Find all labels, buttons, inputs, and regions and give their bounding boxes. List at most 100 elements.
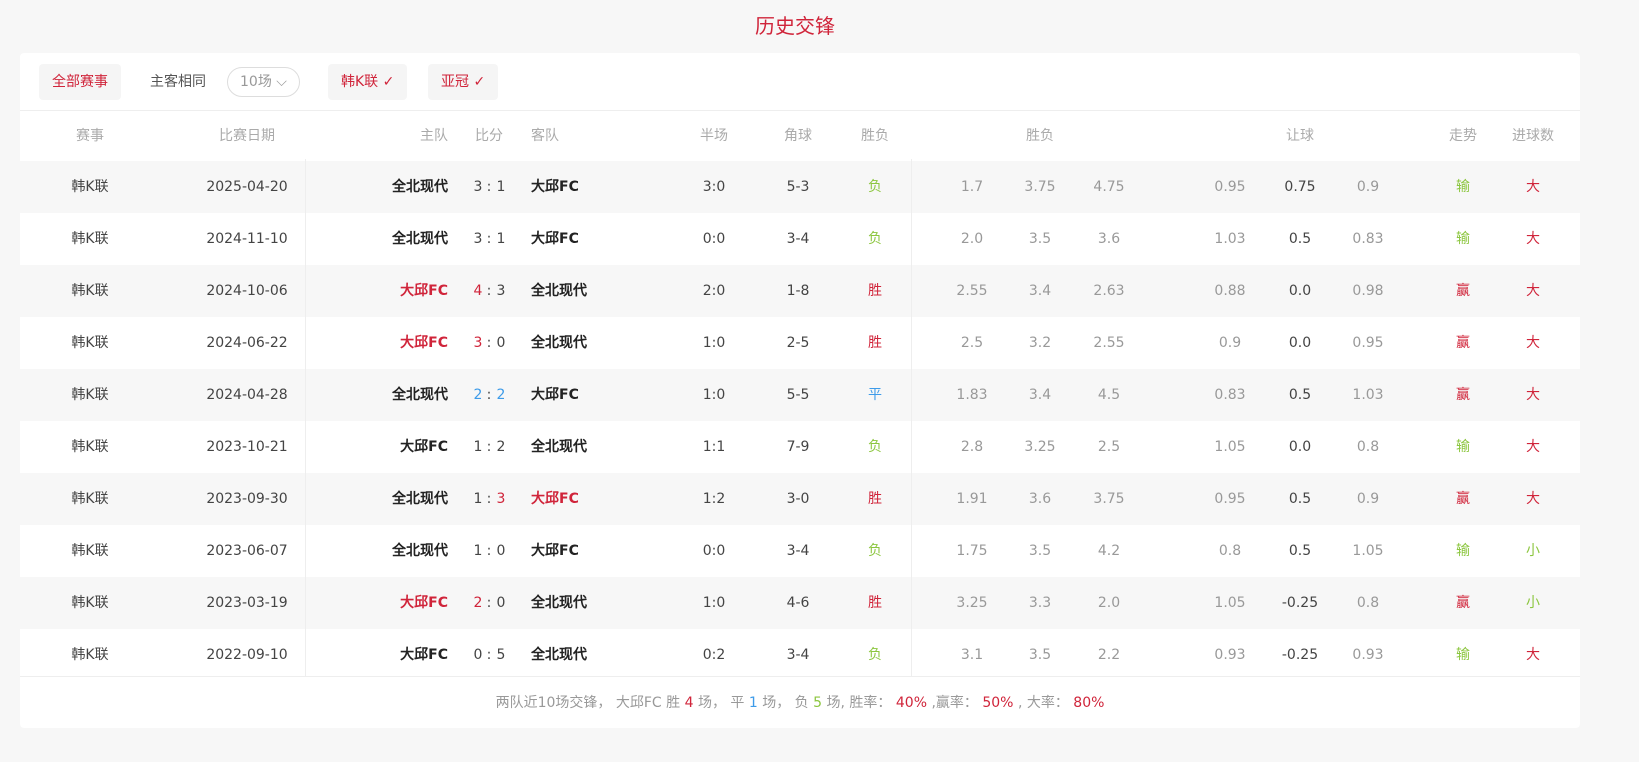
halftime-score: 1:0	[702, 335, 726, 351]
corner-score: 3-4	[786, 647, 810, 663]
handicap-away: 0.9	[1356, 179, 1380, 195]
summary-win-rate: 40%	[895, 695, 927, 711]
away-team: 大邱FC	[531, 543, 579, 559]
goals-cell: 大	[1526, 439, 1540, 455]
home-team: 大邱FC	[400, 647, 448, 663]
handicap-home: 0.88	[1214, 283, 1246, 299]
header-goals: 进球数	[1512, 128, 1554, 144]
goals-cell: 大	[1526, 335, 1540, 351]
league-cell: 韩K联	[71, 439, 109, 455]
away-score: 3	[496, 491, 506, 507]
all-competitions-button[interactable]: 全部赛事	[39, 64, 121, 100]
trend-cell: 输	[1456, 439, 1470, 455]
away-team: 全北现代	[531, 647, 587, 663]
table-row[interactable]: 韩K联 2024-11-10 全北现代 3:1 大邱FC 0:0 3-4 负 2.0 3.5 3.6…	[20, 213, 1580, 265]
home-team: 大邱FC	[400, 439, 448, 455]
table-row[interactable]: 韩K联 2024-04-28 全北现代 2:2 大邱FC 1:0 5-5 平 1.83 3.4 4.…	[20, 369, 1580, 421]
odds-draw: 3.75	[1024, 179, 1056, 195]
result-cell: 负	[868, 543, 882, 559]
table-row[interactable]: 韩K联 2023-03-19 大邱FC 2:0 全北现代 1:0 4-6 胜 3.25 3.3 2.…	[20, 577, 1580, 629]
header-result: 胜负	[861, 128, 889, 144]
away-team: 大邱FC	[531, 231, 579, 247]
handicap-home: 0.93	[1214, 647, 1246, 663]
corner-score: 7-9	[786, 439, 810, 455]
halftime-score: 3:0	[702, 179, 726, 195]
summary-footer: 两队近10场交锋， 大邱FC 胜 4 场， 平 1 场， 负 5 场, 胜率： …	[20, 676, 1580, 729]
result-cell: 胜	[868, 491, 882, 507]
odds-away: 2.55	[1093, 335, 1125, 351]
odds-draw: 3.6	[1028, 491, 1052, 507]
odds-home: 3.25	[956, 595, 988, 611]
odds-draw: 3.25	[1024, 439, 1056, 455]
date-cell: 2024-11-10	[206, 231, 288, 247]
date-cell: 2024-04-28	[206, 387, 288, 403]
home-score: 3	[473, 231, 483, 247]
result-cell: 负	[868, 647, 882, 663]
filter-acl-button[interactable]: 亚冠 ✓	[428, 64, 499, 100]
home-team: 全北现代	[392, 543, 448, 559]
league-cell: 韩K联	[71, 231, 109, 247]
handicap-away: 0.8	[1356, 439, 1380, 455]
away-team: 全北现代	[531, 335, 587, 351]
odds-home: 1.75	[956, 543, 988, 559]
handicap-line: 0.5	[1288, 543, 1312, 559]
head-to-head-card: 全部赛事 主客相同 10场 ⌵ 韩K联 ✓ 亚冠 ✓ 赛事 比赛日期 主队 比分…	[20, 53, 1580, 728]
header-handicap: 让球	[1286, 128, 1314, 144]
odds-home: 3.1	[960, 647, 984, 663]
goals-cell: 大	[1526, 647, 1540, 663]
table-row[interactable]: 韩K联 2023-09-30 全北现代 1:3 大邱FC 1:2 3-0 胜 1.91 3.6 3.…	[20, 473, 1580, 525]
same-home-away-toggle[interactable]: 主客相同	[150, 74, 206, 90]
trend-cell: 输	[1456, 647, 1470, 663]
result-cell: 胜	[868, 595, 882, 611]
away-score: 0	[496, 335, 506, 351]
table-row[interactable]: 韩K联 2022-09-10 大邱FC 0:5 全北现代 0:2 3-4 负 3.1 3.5 2.2…	[20, 629, 1580, 681]
odds-draw: 3.2	[1028, 335, 1052, 351]
away-team: 大邱FC	[531, 491, 579, 507]
table-header: 赛事 比赛日期 主队 比分 客队 半场 角球 胜负 胜负 让球 走势 进球数	[20, 111, 1580, 161]
corner-score: 4-6	[786, 595, 810, 611]
summary-cover-rate: 50%	[982, 695, 1014, 711]
result-cell: 负	[868, 439, 882, 455]
table-row[interactable]: 韩K联 2024-10-06 大邱FC 4:3 全北现代 2:0 1-8 胜 2.55 3.4 2.…	[20, 265, 1580, 317]
away-score: 3	[496, 283, 506, 299]
goals-cell: 大	[1526, 231, 1540, 247]
goals-cell: 小	[1526, 595, 1540, 611]
result-cell: 负	[868, 179, 882, 195]
away-team: 全北现代	[531, 595, 587, 611]
home-team: 全北现代	[392, 387, 448, 403]
corner-score: 5-5	[786, 387, 810, 403]
league-cell: 韩K联	[71, 647, 109, 663]
header-away: 客队	[531, 128, 559, 144]
header-trend: 走势	[1449, 128, 1477, 144]
match-count-select[interactable]: 10场 ⌵	[227, 67, 300, 97]
away-team: 全北现代	[531, 439, 587, 455]
odds-away: 3.6	[1097, 231, 1121, 247]
filter-kleague-button[interactable]: 韩K联 ✓	[328, 64, 408, 100]
handicap-away: 0.98	[1352, 283, 1384, 299]
date-cell: 2024-10-06	[206, 283, 288, 299]
corner-score: 3-4	[786, 231, 810, 247]
header-odds: 胜负	[1026, 128, 1054, 144]
away-score: 1	[496, 231, 506, 247]
handicap-home: 1.05	[1214, 439, 1246, 455]
summary-text: , 大率：	[1017, 695, 1069, 711]
score-separator: :	[486, 387, 492, 403]
table-row[interactable]: 韩K联 2023-10-21 大邱FC 1:2 全北现代 1:1 7-9 负 2.8 3.25 2.…	[20, 421, 1580, 473]
away-score: 2	[496, 439, 506, 455]
handicap-away: 0.95	[1352, 335, 1384, 351]
goals-cell: 大	[1526, 179, 1540, 195]
handicap-line: 0.0	[1288, 283, 1312, 299]
halftime-score: 0:0	[702, 543, 726, 559]
odds-home: 1.83	[956, 387, 988, 403]
divider	[911, 159, 912, 676]
odds-home: 2.8	[960, 439, 984, 455]
date-cell: 2023-03-19	[206, 595, 288, 611]
handicap-away: 1.05	[1352, 543, 1384, 559]
table-row[interactable]: 韩K联 2024-06-22 大邱FC 3:0 全北现代 1:0 2-5 胜 2.5 3.2 2.5…	[20, 317, 1580, 369]
handicap-line: 0.5	[1288, 231, 1312, 247]
table-row[interactable]: 韩K联 2023-06-07 全北现代 1:0 大邱FC 0:0 3-4 负 1.75 3.5 4.…	[20, 525, 1580, 577]
halftime-score: 2:0	[702, 283, 726, 299]
odds-home: 2.5	[960, 335, 984, 351]
table-row[interactable]: 韩K联 2025-04-20 全北现代 3:1 大邱FC 3:0 5-3 负 1.7 3.75 4.…	[20, 161, 1580, 213]
goals-cell: 大	[1526, 491, 1540, 507]
